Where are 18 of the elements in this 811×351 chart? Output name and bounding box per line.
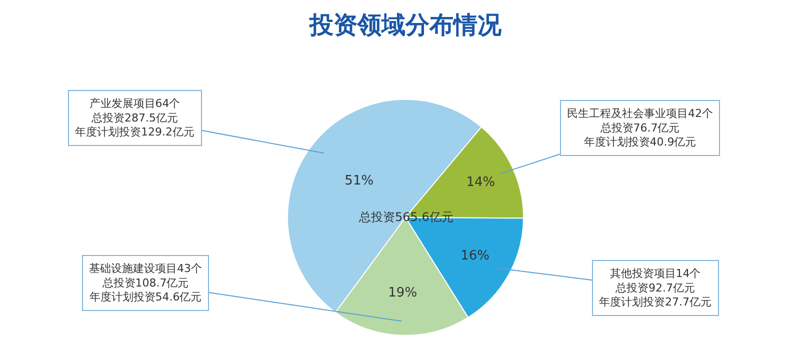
text: 总投资565.6亿元 (358, 210, 454, 224)
text: 年度计划投资54.6亿元 (89, 290, 202, 304)
data-label: 16% (460, 248, 490, 264)
chart-title: 投资领域分布情况 (308, 10, 502, 39)
data-label: 51% (344, 173, 374, 188)
text: 年度计划投资129.2亿元 (75, 126, 194, 139)
data-label: 14% (466, 175, 496, 190)
text: 年度计划投资40.9亿元 (584, 136, 696, 149)
text: 总投资76.7亿元 (599, 121, 680, 134)
slice-label: 产业发展项目64个 (89, 97, 180, 110)
slice-label: 基础设施建设项目43个 (89, 262, 202, 275)
text: 总投资108.7亿元 (101, 276, 189, 290)
text: 年度计划投资27.7亿元 (599, 296, 712, 309)
slice-label: 其他投资项目14个 (610, 267, 701, 280)
data-label: 19% (388, 285, 418, 300)
text: 总投资287.5亿元 (90, 111, 178, 124)
slice-label: 民生工程及社会事业项目42个 (567, 107, 713, 120)
text: 总投资92.7亿元 (614, 281, 695, 294)
